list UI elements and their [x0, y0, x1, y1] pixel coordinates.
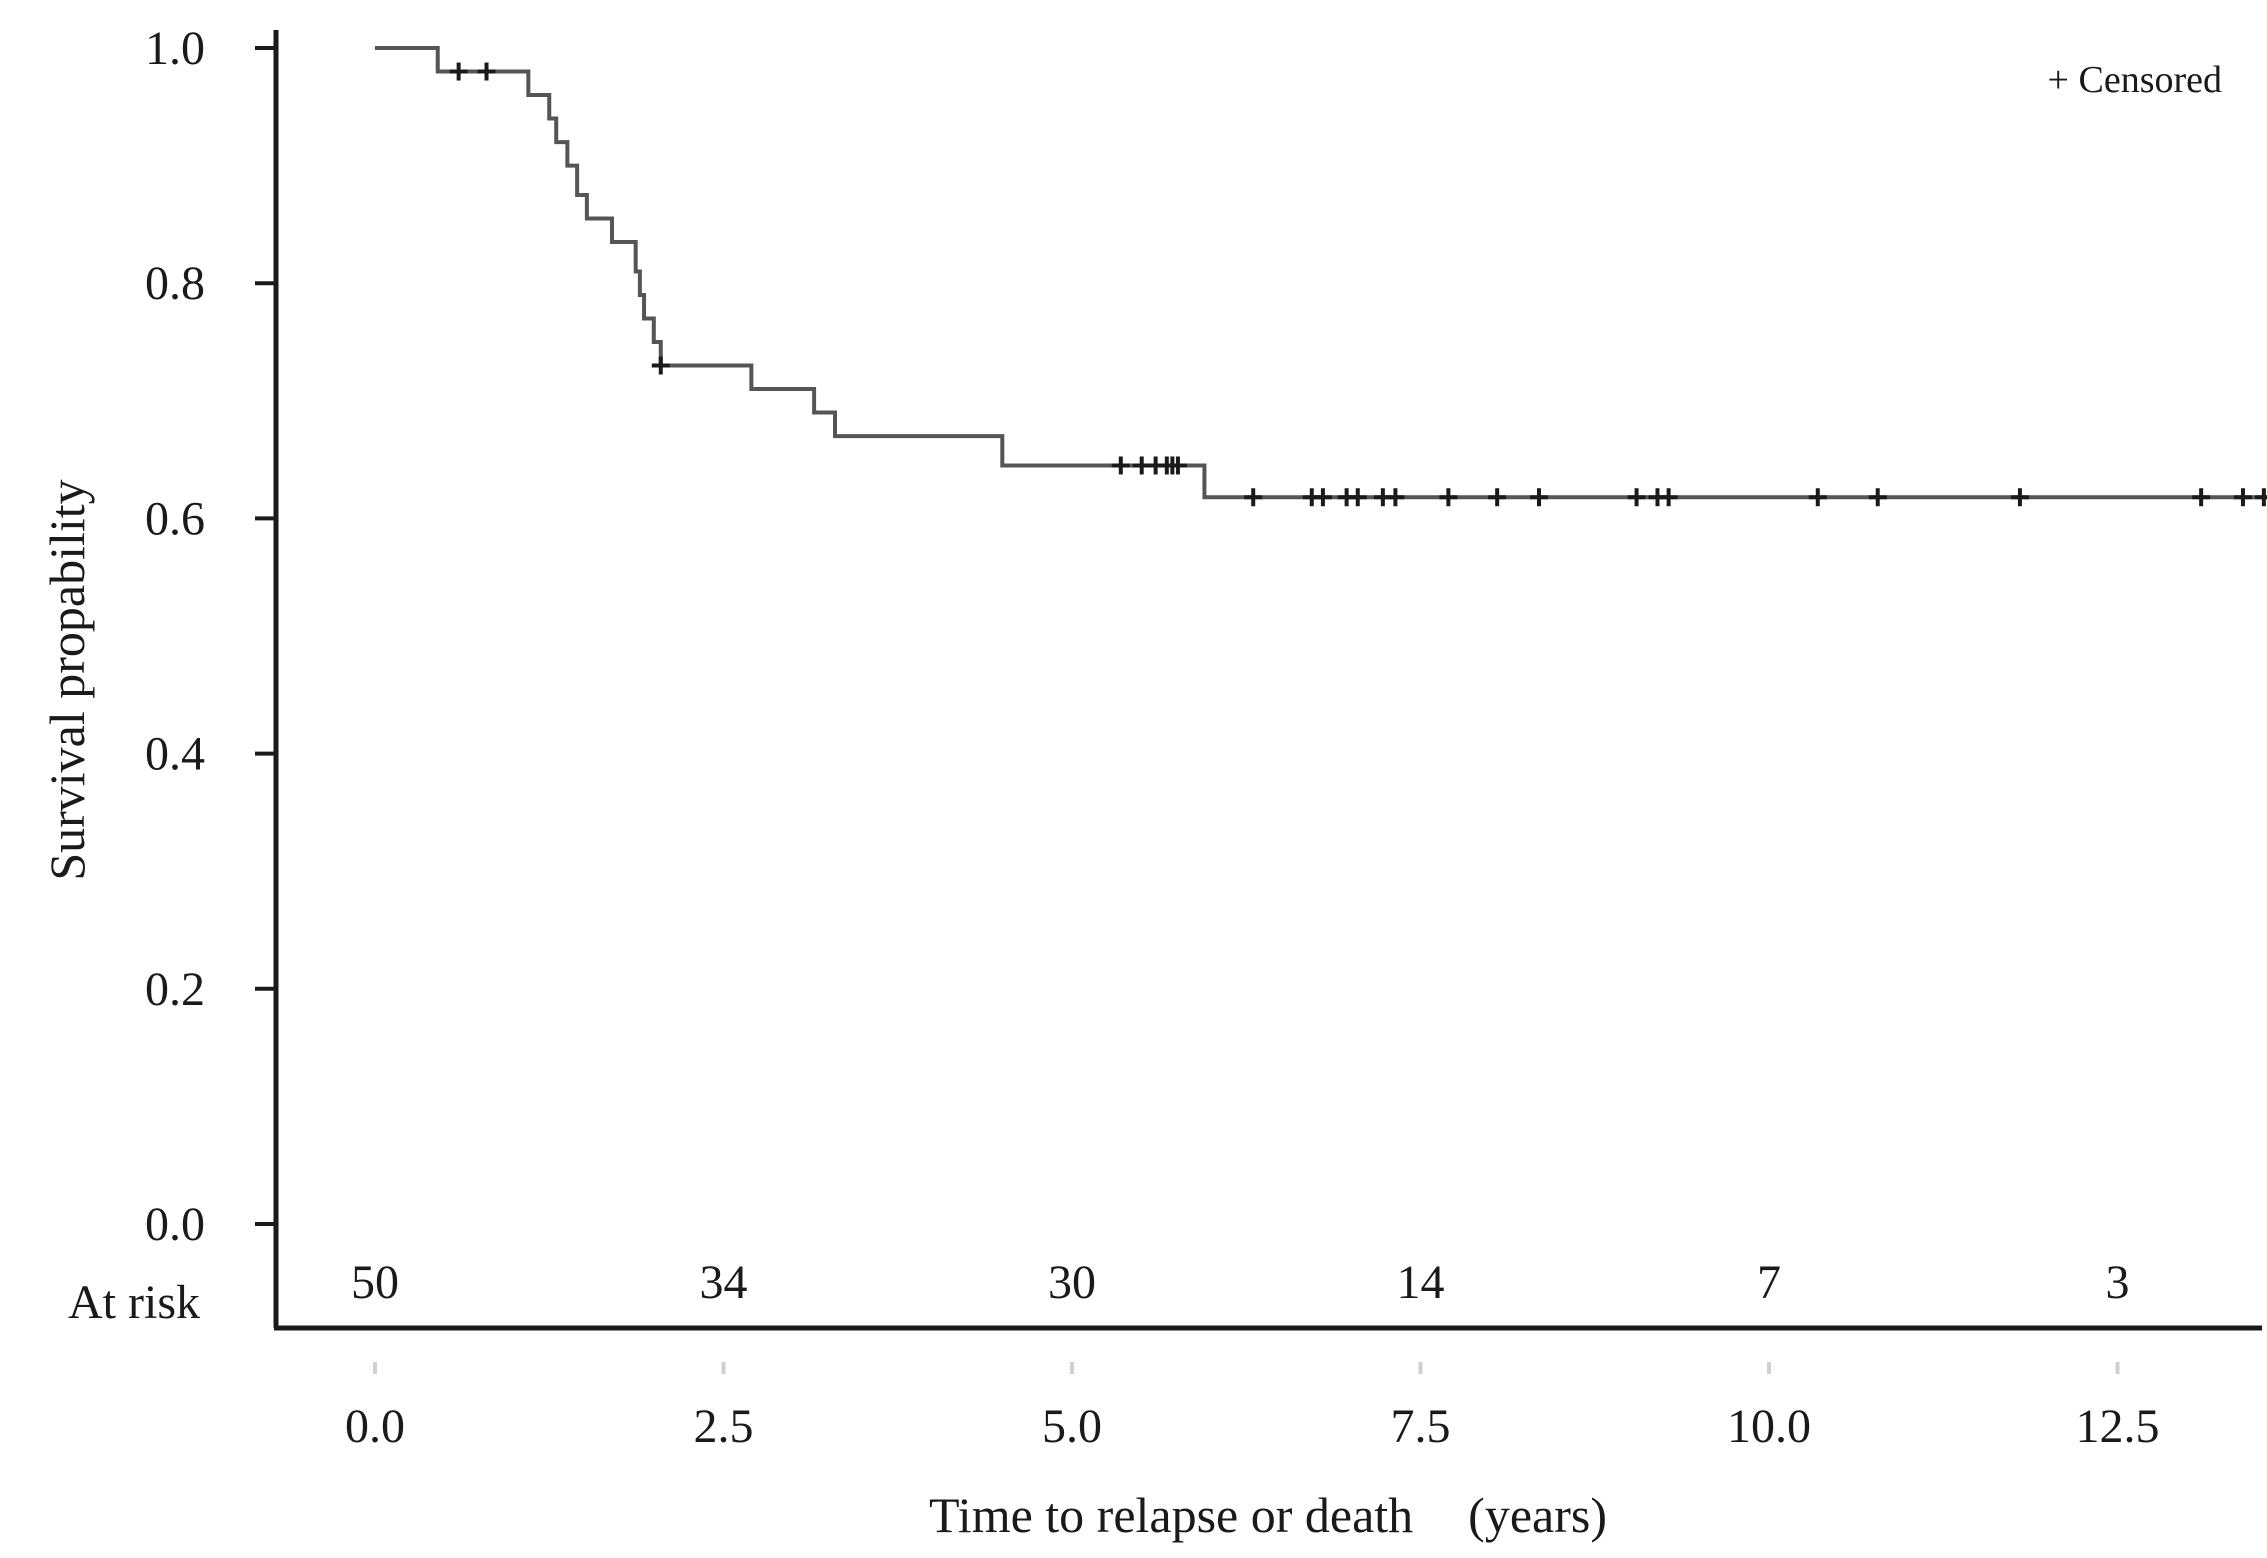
y-tick-label: 0.4	[145, 728, 205, 781]
censor-mark	[2192, 488, 2211, 507]
y-tick-label: 0.6	[145, 492, 205, 545]
survival-step-line	[375, 46, 2267, 500]
censor-mark	[1168, 456, 1187, 475]
y-axis-title: Survival propability	[39, 479, 95, 880]
y-tick-label: 0.0	[145, 1198, 205, 1251]
y-tick-label: 0.8	[145, 257, 205, 310]
at-risk-value: 30	[1048, 1256, 1096, 1309]
censor-mark	[477, 62, 496, 81]
x-axis-title-text: Time to relapse or death	[929, 1487, 1413, 1543]
x-tick-label: 2.5	[694, 1400, 754, 1453]
censor-mark	[651, 356, 670, 375]
censor-mark	[1313, 488, 1332, 507]
censor-mark	[449, 62, 468, 81]
x-axis-title-unit: (years)	[1468, 1487, 1607, 1543]
at-risk-label: At risk	[68, 1276, 200, 1329]
at-risk-value: 7	[1757, 1256, 1781, 1309]
y-ticks: 0.0 0.2 0.4 0.6 0.8 1.0	[145, 22, 276, 1251]
censor-mark	[1868, 488, 1887, 507]
axes	[273, 30, 2262, 1331]
x-tick-label: 0.0	[345, 1400, 405, 1453]
censor-mark	[1244, 488, 1263, 507]
censor-mark	[1386, 488, 1405, 507]
at-risk-value: 3	[2106, 1256, 2130, 1309]
censor-mark	[1488, 488, 1507, 507]
at-risk-value: 34	[700, 1256, 748, 1309]
x-ticks: 0.0 2.5 5.0 7.5 10.0 12.5	[345, 1362, 2160, 1453]
censor-marks	[449, 62, 2267, 507]
censor-mark	[2254, 488, 2267, 507]
at-risk-table: At risk 50 34 30 14 7 3	[68, 1256, 2130, 1329]
censor-mark	[1808, 488, 1827, 507]
legend-censored: + Censored	[2048, 59, 2222, 101]
x-tick-label: 7.5	[1391, 1400, 1451, 1453]
censor-mark	[1529, 488, 1548, 507]
y-tick-label: 1.0	[145, 22, 205, 75]
x-axis-title: Time to relapse or death (years)	[929, 1487, 1607, 1543]
censor-mark	[1348, 488, 1367, 507]
at-risk-value: 50	[351, 1256, 399, 1309]
censor-mark	[1627, 488, 1646, 507]
censor-mark	[2010, 488, 2029, 507]
censor-mark	[1659, 488, 1678, 507]
at-risk-value: 14	[1397, 1256, 1445, 1309]
x-tick-label: 5.0	[1042, 1400, 1102, 1453]
censor-mark	[1439, 488, 1458, 507]
survival-curve	[375, 46, 2267, 500]
y-tick-label: 0.2	[145, 963, 205, 1016]
x-tick-label: 10.0	[1727, 1400, 1811, 1453]
x-tick-label: 12.5	[2076, 1400, 2160, 1453]
censor-mark	[2233, 488, 2252, 507]
censor-mark	[1111, 456, 1130, 475]
